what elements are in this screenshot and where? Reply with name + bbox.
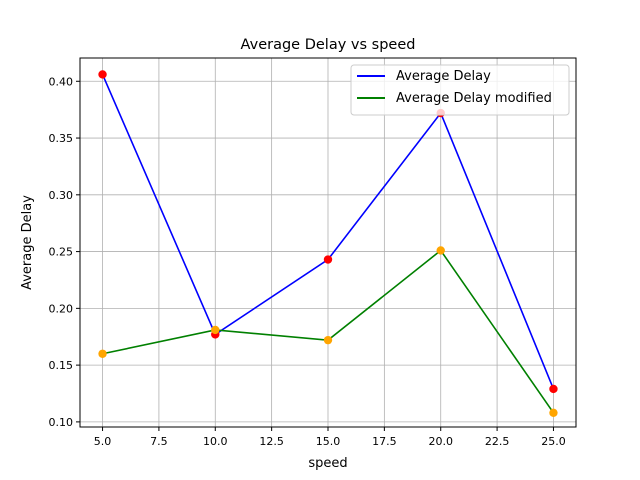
x-tick-label: 15.0 bbox=[316, 435, 341, 448]
y-tick-label: 0.30 bbox=[49, 189, 74, 202]
x-tick-label: 22.5 bbox=[485, 435, 510, 448]
legend-box bbox=[350, 64, 570, 116]
series-point-1 bbox=[549, 408, 558, 418]
y-tick-label: 0.40 bbox=[49, 75, 74, 88]
y-axis: 0.10 0.15 0.20 0.25 0.30 0.35 0.40 bbox=[49, 75, 80, 429]
legend: Average Delay Average Delay modified bbox=[350, 64, 570, 116]
y-tick-label: 0.35 bbox=[49, 132, 74, 145]
x-tick-label: 17.5 bbox=[372, 435, 397, 448]
x-axis-label: speed bbox=[308, 456, 347, 471]
y-tick-label: 0.25 bbox=[49, 246, 74, 259]
y-tick-label: 0.10 bbox=[49, 416, 74, 429]
x-tick-label: 25.0 bbox=[541, 435, 566, 448]
x-tick-label: 7.5 bbox=[150, 435, 168, 448]
x-tick-label: 20.0 bbox=[428, 435, 453, 448]
legend-label-average-delay: Average Delay bbox=[396, 69, 491, 84]
series-point-0 bbox=[323, 255, 333, 264]
x-axis: 5.0 7.5 10.0 12.5 15.0 17.5 20.0 22.5 25.0 bbox=[94, 427, 566, 448]
series-point-1 bbox=[436, 246, 445, 255]
x-tick-label: 5.0 bbox=[94, 435, 112, 448]
y-axis-label: Average Delay bbox=[20, 195, 35, 290]
series-point-0 bbox=[549, 384, 558, 394]
x-tick-label: 10.0 bbox=[203, 435, 228, 448]
x-tick-label: 12.5 bbox=[259, 435, 284, 448]
legend-label-average-delay-modified: Average Delay modified bbox=[396, 91, 552, 106]
chart-title: Average Delay vs speed bbox=[241, 37, 416, 53]
series-point-1 bbox=[323, 335, 333, 345]
y-tick-label: 0.20 bbox=[49, 302, 74, 315]
series-point-1 bbox=[98, 349, 107, 358]
series-point-0 bbox=[98, 70, 107, 79]
y-tick-label: 0.15 bbox=[49, 359, 74, 372]
series-point-1 bbox=[211, 325, 220, 335]
